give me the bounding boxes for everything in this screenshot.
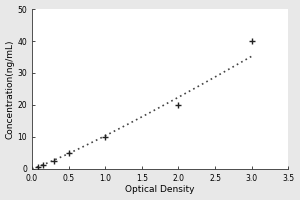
Y-axis label: Concentration(ng/mL): Concentration(ng/mL)	[6, 39, 15, 139]
X-axis label: Optical Density: Optical Density	[125, 185, 195, 194]
